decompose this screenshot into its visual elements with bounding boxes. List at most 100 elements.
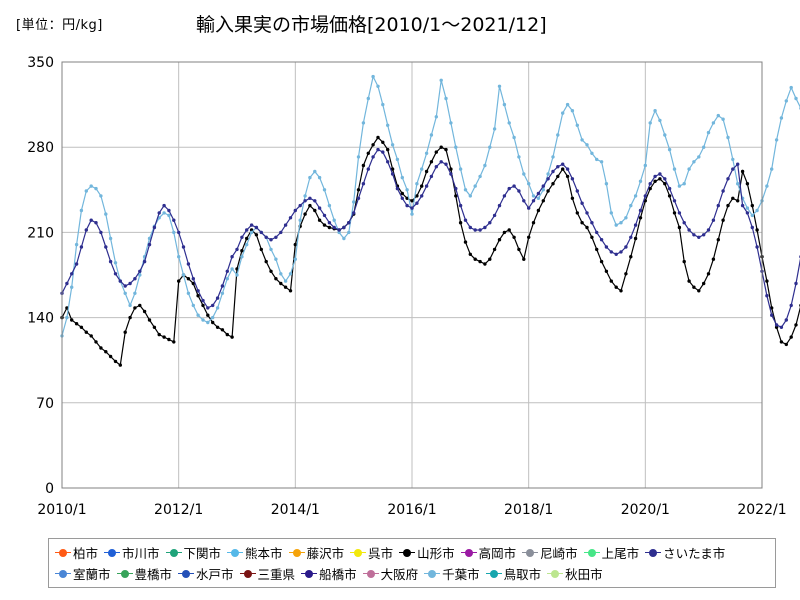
legend-label: 呉市: [368, 546, 394, 561]
y-tick-label: 350: [27, 55, 54, 71]
data-point: [225, 269, 229, 273]
data-point: [731, 167, 735, 171]
data-point: [619, 221, 623, 225]
data-point: [371, 155, 375, 159]
data-point: [667, 147, 672, 152]
data-point: [716, 238, 720, 242]
data-point: [488, 145, 492, 149]
data-point: [279, 281, 283, 286]
data-point: [293, 242, 297, 247]
data-point: [434, 150, 438, 154]
data-point: [254, 225, 259, 230]
data-point: [653, 174, 657, 179]
data-point: [84, 189, 89, 193]
data-point: [507, 186, 511, 191]
data-point: [211, 315, 215, 320]
data-point: [711, 218, 716, 222]
data-point: [147, 242, 152, 247]
data-point: [599, 160, 604, 164]
data-point: [449, 172, 453, 176]
data-point: [177, 279, 181, 283]
data-point: [454, 194, 458, 198]
data-point: [463, 188, 468, 192]
data-point: [356, 196, 361, 200]
data-point: [483, 225, 487, 230]
x-tick-label: 2020/1: [621, 502, 670, 518]
data-point: [215, 325, 220, 329]
data-point: [381, 150, 385, 154]
data-point: [99, 230, 103, 235]
data-point: [721, 218, 725, 222]
data-point: [191, 303, 195, 308]
data-point: [629, 255, 633, 259]
data-point: [303, 194, 307, 198]
data-point: [551, 155, 555, 159]
data-point: [317, 175, 322, 180]
data-point: [590, 221, 594, 225]
data-point: [692, 233, 696, 237]
data-point: [677, 225, 682, 230]
data-point: [133, 306, 137, 310]
data-point: [789, 303, 793, 308]
data-point: [108, 259, 113, 264]
data-point: [211, 320, 215, 325]
data-point: [172, 230, 176, 235]
data-point: [502, 102, 507, 107]
data-point: [658, 172, 662, 176]
data-point: [390, 172, 395, 176]
data-point: [177, 230, 181, 235]
data-point: [104, 212, 108, 216]
data-point: [774, 325, 779, 329]
data-point: [381, 140, 385, 144]
data-point: [279, 230, 283, 235]
data-point: [609, 250, 613, 254]
data-point: [293, 208, 297, 213]
data-point: [225, 277, 229, 281]
data-point: [313, 208, 317, 213]
legend-item: 尼崎市: [522, 543, 578, 562]
legend-marker: [165, 548, 182, 557]
data-point: [264, 259, 268, 264]
data-point: [633, 236, 638, 241]
data-point: [410, 212, 414, 216]
legend-label: 船橋市: [319, 567, 357, 582]
legend-marker: [583, 548, 600, 557]
data-point: [750, 213, 754, 218]
legend-item: 上尾市: [583, 543, 639, 562]
data-point: [254, 233, 259, 237]
data-point: [585, 143, 589, 147]
data-point: [269, 247, 273, 252]
legend-row: 室蘭市 豊橋市 水戸市 三重県 船橋市 大阪府 千葉市 鳥取市 秋田市: [55, 563, 775, 584]
data-point: [682, 182, 686, 186]
data-point: [702, 145, 706, 149]
data-point: [220, 284, 225, 288]
data-point: [463, 218, 468, 222]
data-point: [565, 167, 570, 171]
data-point: [201, 318, 205, 322]
data-point: [706, 228, 711, 232]
data-point: [249, 230, 254, 235]
data-point: [79, 208, 84, 213]
data-point: [449, 121, 453, 125]
data-point: [405, 188, 409, 192]
data-point: [303, 212, 307, 216]
legend-marker: [55, 569, 71, 578]
data-point: [439, 160, 443, 164]
legend-marker: [460, 548, 477, 557]
data-point: [366, 96, 370, 101]
data-point: [638, 179, 643, 183]
data-point: [468, 194, 472, 198]
data-point: [186, 291, 191, 295]
data-point: [658, 118, 662, 123]
data-point: [546, 177, 550, 181]
data-point: [415, 201, 419, 205]
data-point: [74, 262, 79, 266]
data-point: [245, 228, 249, 232]
axes: [61, 61, 763, 489]
legend-marker: [116, 569, 133, 578]
data-point: [371, 143, 375, 147]
legend-item: 室蘭市: [55, 564, 111, 583]
tick-labels: 0 70 140 210 280 350 2010/1 2012/1 2014/1 2016/1 2…: [27, 55, 786, 518]
data-point: [356, 155, 361, 159]
series-lines: [60, 74, 800, 367]
